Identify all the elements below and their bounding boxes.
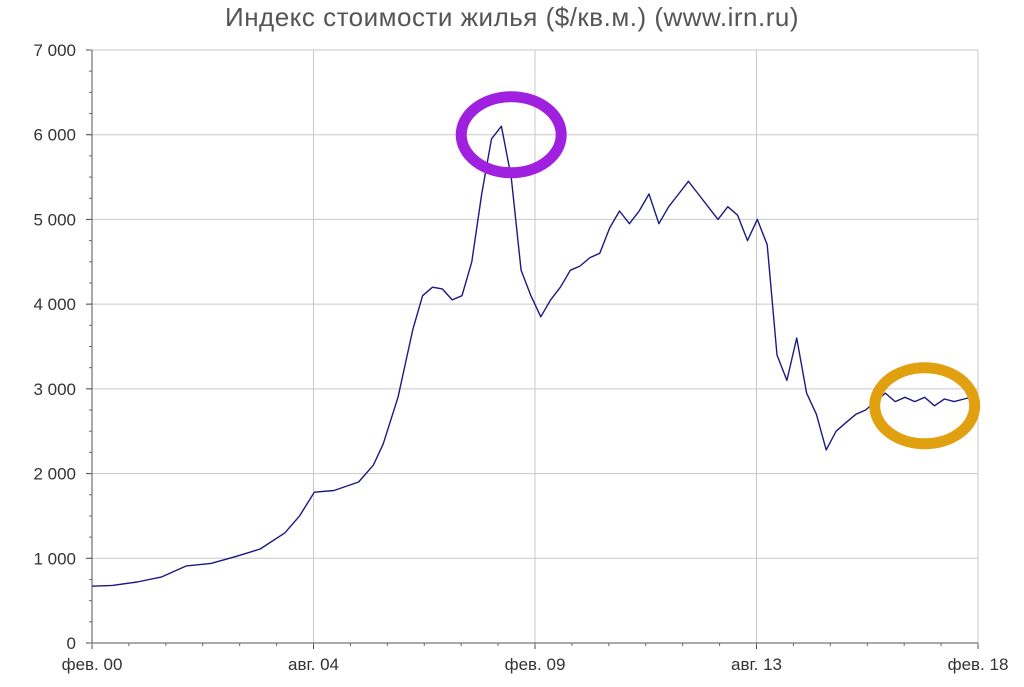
- series-group: [91, 125, 979, 587]
- x-tick-label: фев. 09: [505, 655, 566, 674]
- grid: [92, 49, 979, 643]
- purple-circle-annotation: [455, 91, 567, 179]
- y-tick-label: 3 000: [33, 380, 76, 399]
- chart-title: Индекс стоимости жилья ($/кв.м.) (www.ir…: [225, 2, 799, 32]
- y-tick-label: 2 000: [33, 465, 76, 484]
- x-tick-label: фев. 00: [62, 655, 123, 674]
- x-tick-label: авг. 13: [731, 655, 782, 674]
- y-axis-ticks: 0 1 000 2 000 3 000 4 000 5 000 6 000 7 000: [33, 41, 92, 653]
- y-tick-label: 1 000: [33, 549, 76, 568]
- y-tick-label: 5 000: [33, 210, 76, 229]
- x-tick-label: авг. 04: [288, 655, 339, 674]
- annotations: [455, 91, 981, 450]
- y-tick-label: 4 000: [33, 295, 76, 314]
- gold-circle-annotation: [869, 362, 981, 450]
- series-line: [91, 125, 979, 587]
- x-axis-ticks: фев. 00 авг. 04 фев. 09 авг. 13 фев. 18: [62, 643, 1009, 674]
- x-tick-label: фев. 18: [948, 655, 1009, 674]
- y-tick-label: 6 000: [33, 126, 76, 145]
- y-tick-label: 0: [67, 634, 76, 653]
- y-tick-label: 7 000: [33, 41, 76, 60]
